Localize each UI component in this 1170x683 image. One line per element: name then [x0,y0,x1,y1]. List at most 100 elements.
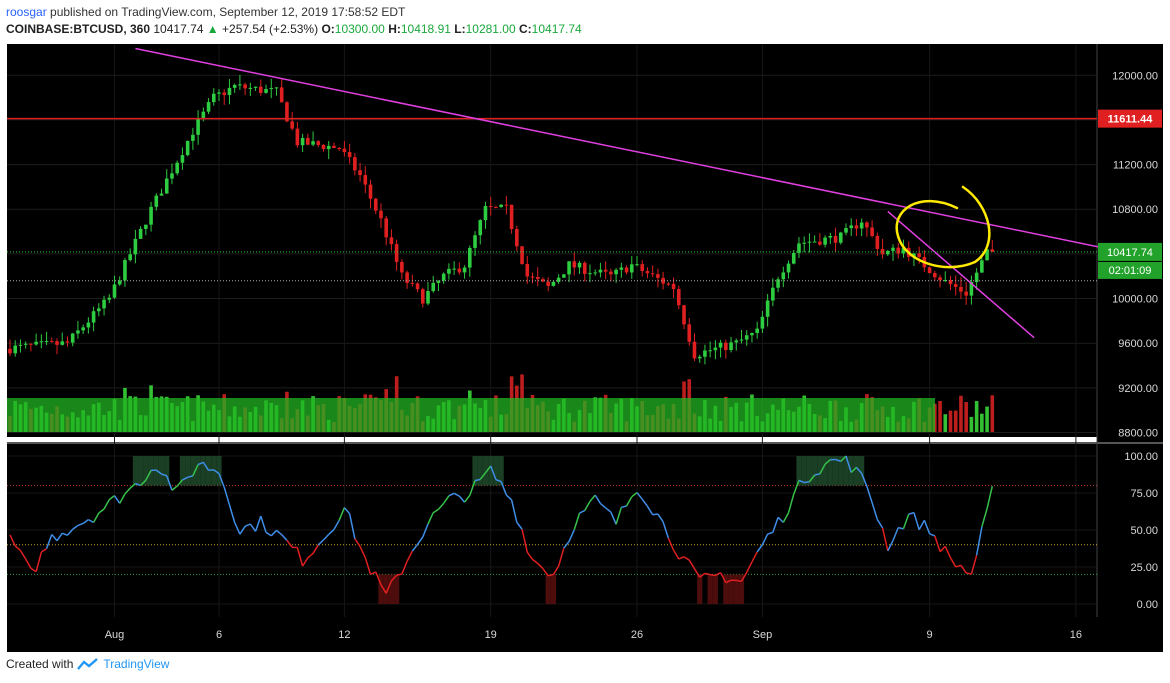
publish-info: roosgar published on TradingView.com, Se… [6,5,405,19]
oscillator-line [176,479,183,487]
tradingview-brand[interactable]: TradingView [103,657,170,671]
candle-body [133,238,138,255]
candle-body [65,341,70,343]
candle-body [128,254,132,261]
price-pane[interactable] [7,44,1097,437]
volume-bar [964,402,968,432]
published-text: published on TradingView.com, September … [50,5,406,19]
oscillator-line [411,543,419,552]
oversold-shade [550,574,556,604]
overbought-shade [832,456,839,486]
oscillator-line [82,519,89,525]
oscillator-line [516,521,523,530]
candle-body [849,225,854,229]
volume-bar [948,410,953,432]
oscillator-line [489,465,497,480]
oscillator-line [526,551,534,560]
oscillator-line [40,548,47,553]
symbol-label: COINBASE:BTCUSD, 360 [6,22,151,36]
overbought-shade [817,456,823,486]
oscillator-line [9,534,16,547]
candle-body [593,272,597,274]
time-tick-label: 9 [927,629,933,641]
oversold-shade [738,574,745,604]
oscillator-line [187,475,194,479]
overbought-shade [158,456,165,486]
oscillator-line [469,480,476,496]
overbought-shade [195,456,201,486]
candle-body [650,273,655,275]
oscillator-line [594,494,602,504]
oscillator-line [396,573,403,576]
last-price-badge [1098,242,1162,261]
candle-body [812,241,817,243]
candle-body [948,279,953,285]
candle-body [34,341,38,345]
oscillator-line [25,558,32,569]
oscillator-line [286,539,293,548]
oscillator-line [652,513,658,516]
oscillator-line [182,476,188,481]
oscillator-line [129,483,136,489]
oscillator-line [422,523,429,538]
oscillator-line [390,574,398,582]
time-axis[interactable] [7,617,1163,652]
candle-body [55,341,59,345]
oscillator-line [902,513,910,530]
oscillator-line [814,473,821,476]
candle-body [828,235,833,238]
oversold-shade [545,574,551,604]
author-name[interactable]: roosgar [6,5,47,19]
candle-body [410,282,415,284]
oscillator-line [343,507,351,515]
candle-body [285,102,289,122]
overbought-shade [200,456,206,486]
oscillator-line [322,533,330,541]
oscillator-line [860,473,868,487]
oscillator-line [662,521,670,539]
oscillator-line [923,519,931,535]
candle-body [938,277,942,281]
price-axis[interactable] [1097,44,1163,617]
oscillator-line [364,557,372,575]
oscillator-line [819,463,826,475]
oscillator-line [88,518,94,524]
time-tick-label: 6 [216,629,222,641]
candle-body [405,272,409,283]
oscillator-line [312,544,319,554]
oscillator-line [92,512,100,523]
oscillator-line [699,572,706,578]
volume-bar [985,406,989,432]
oscillator-line [354,538,361,547]
candle-body [483,205,488,221]
oversold-shade [697,574,703,604]
open-label: O: [321,22,335,36]
candle-body [170,173,174,179]
oscillator-line [625,496,633,507]
oscillator-line [66,528,74,536]
candle-body [436,280,441,283]
candle-body [394,244,399,262]
oscillator-line [495,478,502,483]
candle-body [159,193,164,196]
candle-body [50,340,54,342]
oscillator-line [521,528,529,553]
time-tick-label: 12 [338,629,350,641]
overbought-shade [822,456,828,486]
oscillator-line [35,551,43,572]
oscillator-line [161,473,167,477]
overbought-shade [827,456,833,486]
oscillator-line [510,499,518,523]
candle-body [358,170,362,176]
candle-body [509,204,514,230]
candle-body [917,253,921,257]
candle-body [201,111,206,119]
candle-body [389,237,394,245]
volume-bar [943,414,948,432]
candle-body [797,243,801,253]
candle-body [76,330,80,334]
candle-body [974,272,979,283]
candle-body [629,264,634,273]
resistance-badge [1098,109,1162,128]
